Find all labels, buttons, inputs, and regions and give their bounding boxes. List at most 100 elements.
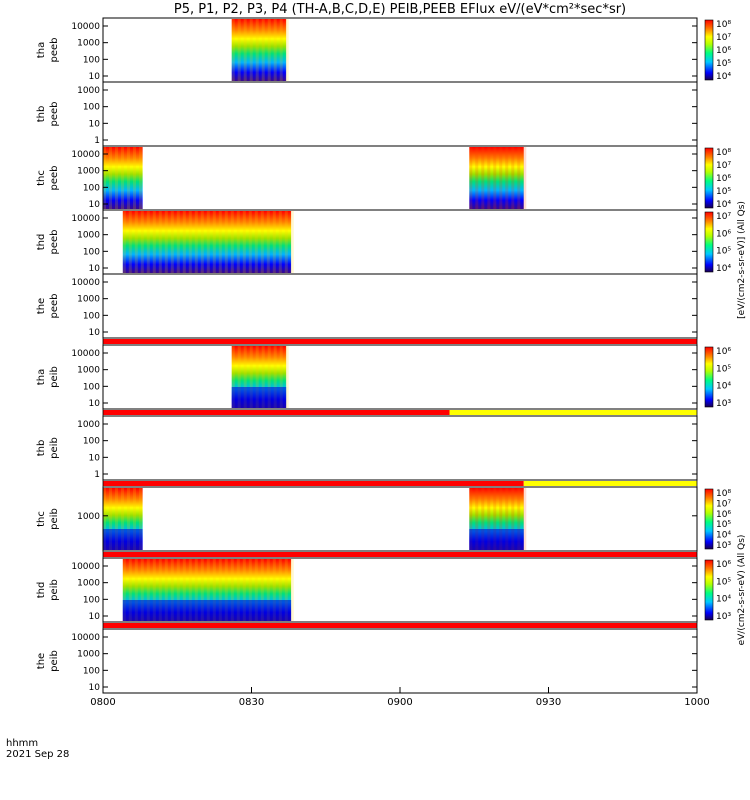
status-bar-segment [103, 552, 697, 557]
spectrogram-stripe [182, 211, 186, 273]
status-bar-segment [523, 481, 697, 486]
low-energy-band [103, 529, 143, 550]
colorbar-tick-label: 10⁵ [716, 577, 731, 587]
colorbar-tick-label: 10³ [716, 399, 731, 409]
spectrogram-stripe [230, 559, 234, 621]
panel-frame [102, 273, 698, 339]
panel-label-probe: the [36, 653, 47, 669]
spectrogram-stripe [505, 488, 509, 550]
panel-tha-peeb: 10 100 1000 10000 tha peeb 10⁴ 10⁵ 10⁶ 10⁷ 10⁸ [36, 17, 731, 83]
spectrogram-stripe [284, 211, 288, 273]
colorbar-tick-label: 10⁶ [716, 229, 731, 239]
panel-label-product: peeb [49, 166, 60, 191]
spectrogram-stripe [505, 147, 509, 209]
panel-label-product: peeb [49, 230, 60, 255]
panel-label-product: peib [49, 366, 60, 388]
spectrogram-stripe [487, 147, 491, 209]
colorbar [704, 559, 714, 621]
y-tick-label: 100 [83, 666, 100, 676]
panel-thc-peeb: 10 100 1000 10000 thc peeb 10⁴ 10⁵ 10⁶ 10⁷ 10⁸ [36, 145, 731, 211]
colorbar-tick-label: 10³ [716, 541, 731, 551]
spectrogram-block [231, 19, 287, 81]
spectrogram-stripe [469, 147, 473, 209]
y-tick-label: 100 [83, 595, 100, 605]
spectrogram-stripe [517, 488, 521, 550]
spectrogram-stripe [134, 211, 138, 273]
x-tick-label: 0830 [239, 697, 264, 708]
spectrogram-stripe [218, 211, 222, 273]
spectrogram-stripe [267, 346, 271, 408]
spectrogram-stripe [115, 147, 118, 209]
x-tick-label: 0800 [90, 697, 115, 708]
colorbar-tick-label: 10⁵ [716, 59, 731, 69]
panel-label-probe: thc [36, 170, 47, 186]
y-tick-label: 1000 [77, 295, 100, 305]
spectrogram-stripe [212, 559, 216, 621]
colorbar-tick-label: 10⁶ [716, 560, 731, 570]
spectrogram-stripe [254, 211, 258, 273]
panel-label-product: peib [49, 650, 60, 672]
spectrogram-stripe [481, 147, 485, 209]
y-tick-label: 10000 [71, 22, 100, 32]
spectrogram-stripe [255, 346, 259, 408]
spectrogram-stripe [127, 488, 130, 550]
y-tick-label: 100 [83, 382, 100, 392]
x-axis-label-date: 2021 Sep 28 [6, 749, 69, 760]
y-tick-label: 10000 [71, 150, 100, 160]
y-tick-label: 100 [83, 437, 100, 447]
spectrogram-stripe [290, 559, 294, 621]
y-tick-label: 10 [89, 612, 101, 622]
y-tick-label: 100 [83, 247, 100, 257]
colorbar-tick-label: 10⁷ [716, 212, 731, 222]
spectrogram-stripe [140, 559, 144, 621]
spectrogram-stripe [194, 559, 198, 621]
x-axis-label-hhmm: hhmm [6, 738, 38, 749]
spectrogram-stripe [517, 147, 521, 209]
time-axis: 0800 0830 0900 0930 1000 [90, 687, 710, 708]
spectrogram-stripe [115, 488, 118, 550]
spectrogram-stripe [475, 147, 479, 209]
colorbar-tick-label: 10⁴ [716, 382, 731, 392]
spectrogram-stripe [487, 488, 491, 550]
panel-frame [102, 81, 698, 147]
spectrogram-stripe [218, 559, 222, 621]
spectrogram-block [103, 147, 143, 209]
colorbar-tick-label: 10⁸ [716, 148, 731, 158]
colorbar-tick-label: 10⁷ [716, 499, 731, 509]
spectrogram-stripe [140, 211, 144, 273]
y-tick-label: 10 [89, 328, 101, 338]
spectrogram-stripe [248, 211, 252, 273]
spectrogram-stripe [243, 19, 247, 81]
colorbar-tick-label: 10⁶ [716, 510, 731, 520]
colorbar-tick-label: 10⁵ [716, 247, 731, 257]
colorbar-tick-label: 10⁴ [716, 72, 731, 82]
spectrogram-stripe [243, 346, 247, 408]
y-tick-label: 100 [83, 103, 100, 113]
spectrogram-stripe [237, 19, 241, 81]
y-tick-label: 1000 [77, 366, 100, 376]
spectrogram-stripe [254, 559, 258, 621]
y-tick-label: 1000 [77, 650, 100, 660]
colorbar-label-electron: [eV/(cm2-s-sr-eV)] (All Qs) [737, 201, 747, 319]
low-energy-band [122, 600, 292, 621]
panel-label-product: peib [49, 508, 60, 530]
x-tick-label: 0900 [387, 697, 412, 708]
y-tick-label: 1000 [77, 86, 100, 96]
spectrogram-stripe [188, 211, 192, 273]
colorbar [704, 346, 714, 408]
y-tick-label: 10000 [71, 349, 100, 359]
spectrogram-block [469, 147, 524, 209]
colorbar-tick-label: 10⁵ [716, 520, 731, 530]
panel-frame [102, 486, 698, 552]
spectrogram-stripe [122, 559, 126, 621]
spectrogram-stripe [272, 559, 276, 621]
spectrogram-stripe [242, 211, 246, 273]
panel-label-product: peib [49, 579, 60, 601]
panel-label-product: peeb [49, 294, 60, 319]
panel-thd-peib: 10 100 1000 10000 thd peib 10³ 10⁴ 10⁵ 10⁶ [36, 557, 731, 630]
status-bar-segment [103, 410, 450, 415]
y-tick-label: 10 [89, 200, 101, 210]
colorbar-tick-label: 10⁴ [716, 200, 731, 210]
spectrogram-stripe [224, 211, 228, 273]
